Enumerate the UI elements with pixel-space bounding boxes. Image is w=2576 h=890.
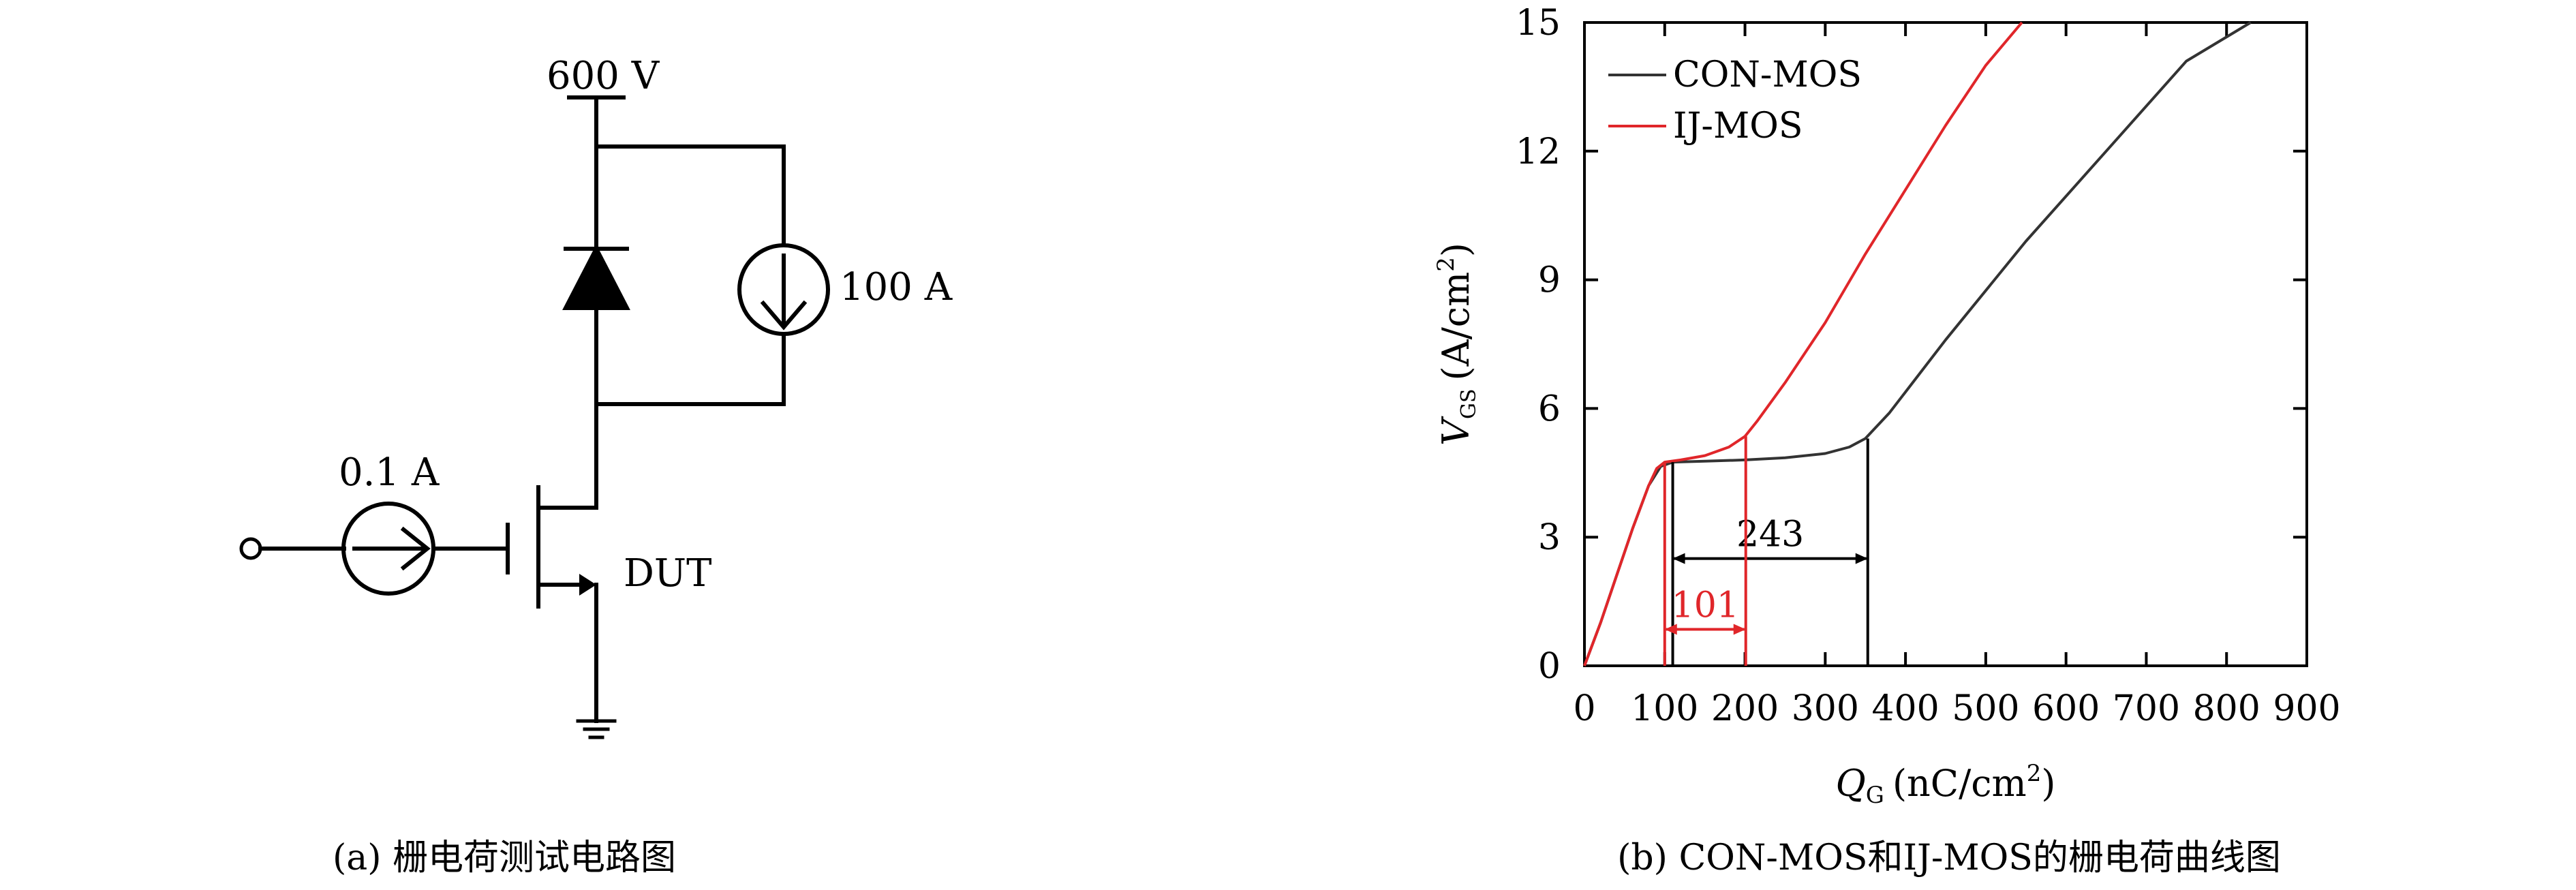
x-tick-label: 700 [2113, 688, 2180, 729]
x-axis-var: Q [1836, 762, 1866, 805]
x-axis-sup: 2 [2027, 760, 2042, 787]
source-100a-label: 100 A [840, 265, 953, 309]
gate-source-label: 0.1 A [339, 450, 440, 495]
caption-a: (a) 栅电荷测试电路图 [333, 838, 676, 878]
diode-icon [562, 244, 630, 310]
x-tick-label: 0 [1573, 688, 1595, 729]
x-tick-label: 500 [1952, 688, 2019, 729]
x-axis-sub: G [1866, 782, 1884, 809]
legend-label-ij-mos: IJ-MOS [1673, 106, 1803, 147]
y-axis-var: V [1435, 416, 1477, 446]
y-axis-label: VGS (A/cm2) [1432, 243, 1481, 446]
gate-source-arrowhead [400, 526, 431, 571]
x-tick-label: 900 [2273, 688, 2340, 729]
dimension-arrow-left [1664, 624, 1677, 635]
x-tick-label: 800 [2193, 688, 2260, 729]
annotation-layer: 243 101 [1663, 436, 1869, 666]
y-tick-label: 12 [1516, 132, 1561, 172]
dimension-label: 243 [1736, 515, 1804, 555]
y-tick-label: 0 [1538, 646, 1561, 687]
dimension-arrow-right [1733, 624, 1746, 635]
y-tick-label: 3 [1538, 517, 1561, 558]
y-axis-sup: 2 [1432, 257, 1460, 272]
x-axis-label: QG (nC/cm2) [1836, 760, 2056, 809]
plot-frame [1583, 21, 2308, 667]
gate-charge-chart: 0 3 6 9 12 15 0 100 200 300 400 500 600 700 800 900 24… [1432, 3, 2341, 878]
circuit-labels: 600 V 100 A 0.1 A DUT (a) 栅电荷测试电路图 [333, 54, 953, 878]
supply-label: 600 V [547, 54, 660, 98]
current-source-arrowhead [760, 300, 808, 331]
dimension-arrow-left [1672, 553, 1685, 564]
gate-terminal-icon [239, 537, 262, 560]
series-layer [1583, 21, 2252, 666]
y-axis-units: (A/cm [1435, 272, 1477, 381]
x-axis-close: ) [2041, 762, 2055, 805]
x-tick-label: 100 [1631, 688, 1698, 729]
gate-charge-test-circuit [239, 95, 830, 739]
y-ticks: 0 3 6 9 12 15 [1516, 3, 2307, 687]
y-axis-close: ) [1435, 243, 1477, 257]
x-tick-label: 200 [1711, 688, 1779, 729]
dut-label: DUT [624, 551, 711, 596]
caption-b: (b) CON-MOS和IJ-MOS的栅电荷曲线图 [1617, 838, 2281, 878]
x-axis-units: (nC/cm [1892, 762, 2027, 805]
x-tick-label: 600 [2032, 688, 2100, 729]
dimension-label: 101 [1672, 585, 1739, 626]
dimension-243: 243 [1671, 438, 1869, 666]
legend-label-con-mos: CON-MOS [1673, 55, 1862, 95]
legend: CON-MOS IJ-MOS [1608, 55, 1862, 147]
dimension-arrow-right [1855, 553, 1868, 564]
source-arrow-icon [579, 574, 596, 596]
y-axis-sub: GS [1457, 388, 1481, 419]
y-tick-label: 15 [1516, 3, 1561, 44]
y-tick-label: 9 [1538, 260, 1561, 301]
dimension-101: 101 [1663, 436, 1747, 666]
x-tick-label: 400 [1871, 688, 1939, 729]
series-line-ij-mos [1583, 21, 2023, 666]
x-tick-label: 300 [1792, 688, 1859, 729]
y-tick-label: 6 [1538, 388, 1561, 429]
x-ticks: 0 100 200 300 400 500 600 700 800 900 [1573, 22, 2341, 729]
